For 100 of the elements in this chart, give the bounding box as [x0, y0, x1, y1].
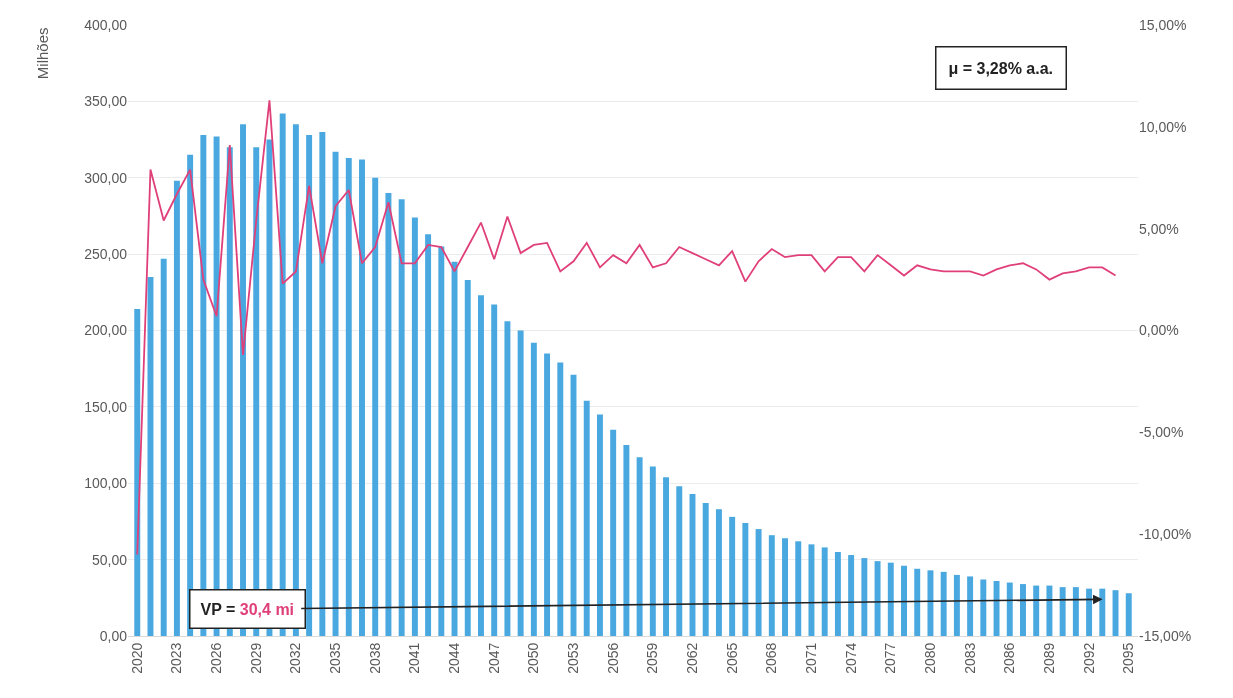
bar: [1059, 587, 1066, 636]
bar: [596, 414, 603, 636]
bar: [636, 457, 643, 636]
bar: [583, 400, 590, 636]
bar: [821, 547, 828, 636]
bar: [729, 516, 736, 636]
bar: [491, 304, 498, 636]
bar: [332, 151, 339, 636]
y-tick-label: 400,00: [84, 16, 128, 33]
bar: [834, 551, 841, 636]
bar: [993, 581, 1000, 636]
bar: [1020, 584, 1026, 636]
bar: [306, 134, 313, 636]
line-series: [136, 99, 1117, 556]
bar: [1072, 587, 1079, 636]
y-tick-label: 350,00: [84, 93, 128, 110]
bar: [1086, 588, 1093, 636]
annotation: VP = 30,4 mi: [200, 600, 295, 618]
bar: [504, 321, 511, 636]
y-tick-label: 200,00: [84, 322, 128, 339]
y2-tick-label: -5,00%: [1139, 424, 1184, 441]
bar: [967, 576, 974, 636]
bar: [544, 353, 551, 636]
bar: [345, 157, 352, 636]
x-tick-label: 2062: [684, 642, 701, 674]
x-tick-label: 2077: [882, 642, 899, 674]
bar: [874, 561, 881, 636]
bar: [451, 261, 458, 636]
bar: [610, 429, 617, 636]
x-tick-label: 2068: [763, 642, 780, 674]
bar: [1112, 590, 1119, 636]
annotation: μ = 3,28% a.a.: [948, 59, 1054, 77]
bar: [980, 579, 987, 636]
bar: [887, 562, 894, 636]
x-tick-label: 2044: [446, 642, 463, 674]
bar: [768, 535, 775, 636]
x-tick-label: 2080: [922, 642, 938, 674]
x-tick-label: 2083: [961, 642, 978, 674]
bar: [782, 538, 788, 636]
y-tick-label: 100,00: [84, 475, 128, 492]
x-tick-label: 2086: [1001, 642, 1018, 674]
y2-tick-label: -15,00%: [1139, 627, 1192, 644]
bar: [742, 522, 749, 636]
y-tick-label: 0,00: [99, 627, 128, 644]
x-tick-label: 2035: [327, 642, 344, 674]
y2-tick-label: 0,00%: [1139, 322, 1179, 339]
bar: [649, 466, 656, 636]
bar: [1006, 582, 1013, 636]
bar: [530, 342, 537, 636]
bar: [795, 541, 802, 636]
bar: [359, 159, 365, 636]
x-tick-label: 2026: [208, 642, 225, 674]
bar: [411, 217, 418, 636]
bar: [1125, 593, 1132, 636]
x-tick-label: 2074: [842, 642, 859, 674]
x-tick-label: 2071: [803, 642, 820, 674]
x-tick-label: 2092: [1080, 642, 1097, 674]
bar: [702, 503, 709, 636]
x-tick-label: 2065: [723, 642, 740, 674]
y2-tick-label: 5,00%: [1139, 220, 1179, 237]
x-tick-label: 2089: [1040, 642, 1057, 674]
x-tick-label: 2095: [1120, 642, 1137, 674]
bar: [1046, 585, 1053, 636]
bar: [623, 445, 630, 636]
bar: [848, 555, 855, 636]
bar: [160, 258, 167, 636]
x-tick-label: 2029: [247, 642, 264, 674]
x-tick-label: 2047: [485, 642, 502, 674]
bar: [319, 131, 326, 636]
bar: [663, 477, 670, 636]
y-axis-title: Milhões: [34, 27, 52, 80]
bar: [914, 568, 921, 636]
bar: [292, 124, 299, 636]
bar: [861, 558, 868, 636]
bar: [940, 571, 947, 636]
y-tick-label: 300,00: [84, 169, 128, 186]
bar: [755, 529, 762, 636]
x-tick-label: 2038: [366, 642, 383, 674]
bar: [372, 177, 379, 636]
x-tick-label: 2050: [525, 642, 542, 674]
x-tick-label: 2023: [168, 642, 185, 674]
bar: [438, 246, 445, 636]
bar: [173, 180, 180, 636]
bar: [478, 295, 484, 636]
bar: [517, 330, 524, 636]
bar: [385, 193, 392, 636]
bar: [187, 154, 194, 636]
x-tick-label: 2053: [565, 642, 582, 674]
bar: [808, 544, 815, 636]
y-tick-label: 150,00: [84, 398, 128, 415]
y2-tick-label: 15,00%: [1139, 16, 1187, 33]
bar: [715, 509, 722, 636]
bar: [464, 280, 471, 636]
bar: [953, 574, 960, 636]
x-tick-label: 2041: [406, 642, 423, 674]
y-tick-label: 250,00: [84, 246, 128, 263]
x-tick-label: 2056: [604, 642, 621, 674]
x-tick-label: 2059: [644, 642, 661, 674]
y2-tick-label: -10,00%: [1139, 526, 1192, 543]
bar: [927, 570, 934, 636]
